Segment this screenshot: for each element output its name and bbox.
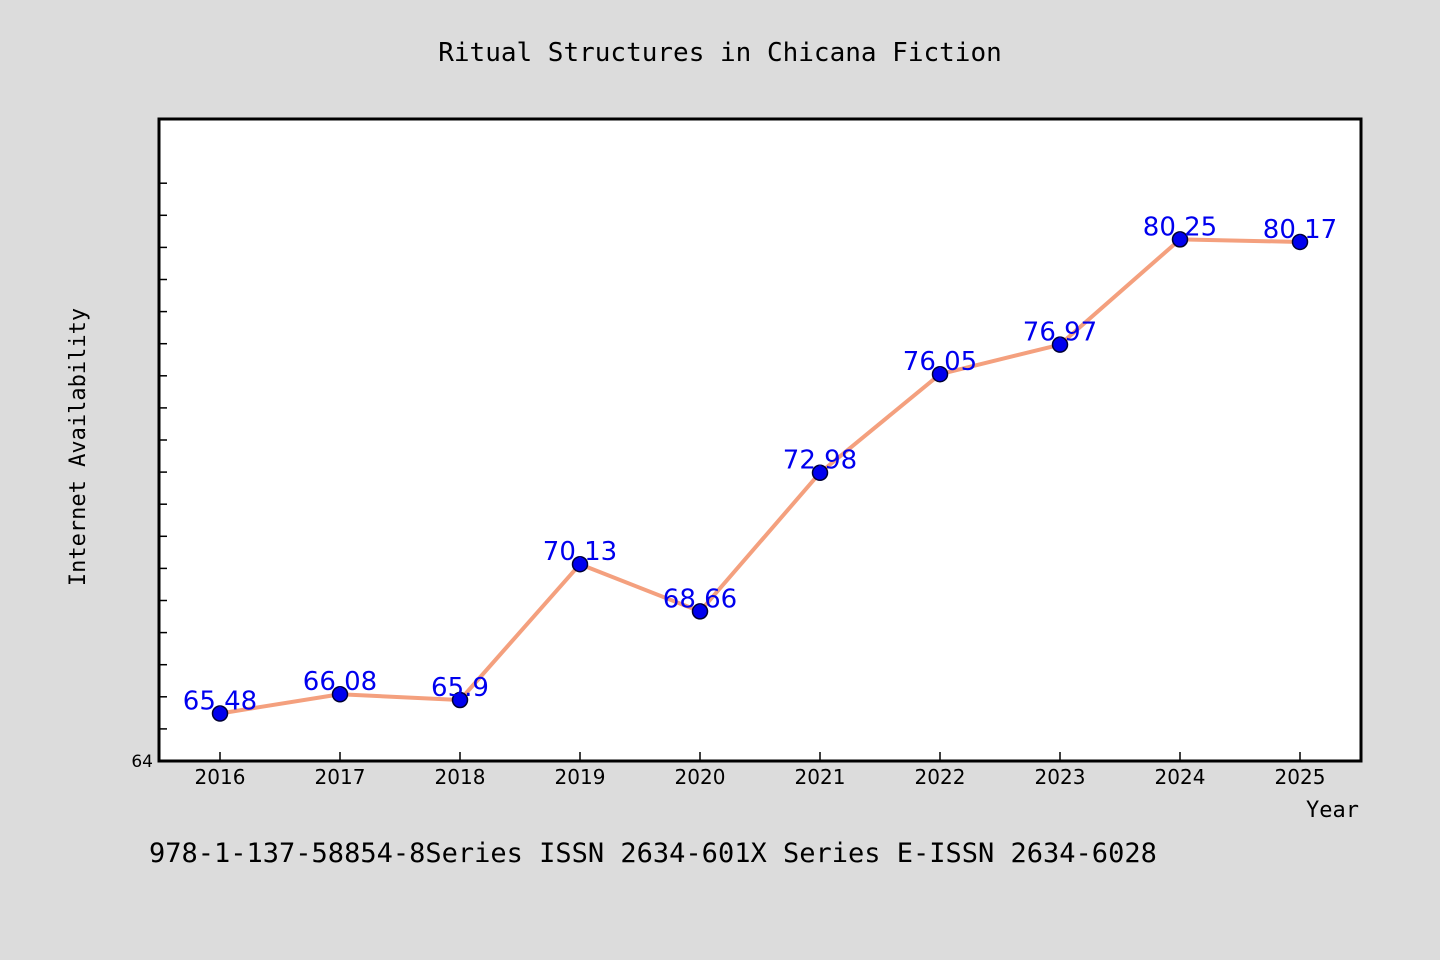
x-tick-label: 2024 — [1155, 765, 1206, 789]
series-line-group: 65.48 66.08 65.9 70.13 68.66 72.98 76.05 76.97 8… — [183, 212, 1337, 722]
x-axis-label: Year — [1306, 798, 1359, 823]
x-tick-label: 2018 — [435, 765, 486, 789]
x-tick-label: 2016 — [195, 765, 246, 789]
x-tick-label: 2025 — [1275, 765, 1326, 789]
data-label: 80.17 — [1263, 215, 1337, 245]
data-point — [1171, 231, 1189, 248]
footer-isbn-text: 978-1-137-58854-8Series ISSN 2634-601X S… — [149, 838, 1157, 869]
y-axis-ticks: 64 — [131, 182, 167, 772]
data-label: 68.66 — [663, 584, 737, 614]
data-point — [691, 603, 709, 620]
data-point — [811, 464, 829, 481]
data-point — [211, 705, 229, 722]
plot-area — [157, 117, 1363, 763]
x-tick-label: 2023 — [1035, 765, 1086, 789]
data-label: 65.48 — [183, 686, 257, 716]
data-label: 65.9 — [431, 673, 489, 703]
series-line — [219, 237, 1301, 716]
data-label: 80.25 — [1143, 212, 1217, 242]
chart-title: Ritual Structures in Chicana Fiction — [438, 38, 1002, 68]
x-tick-label: 2021 — [795, 765, 846, 789]
data-label: 70.13 — [543, 537, 617, 567]
y-axis-label: Internet Availability — [66, 308, 91, 586]
data-label: 66.08 — [303, 667, 377, 697]
data-point — [451, 691, 469, 709]
data-point — [931, 365, 949, 383]
data-point — [1291, 233, 1309, 251]
data-label: 72.98 — [783, 446, 857, 476]
x-axis-ticks: 2016 2017 2018 2019 2020 2021 2022 2023 2024 2025 — [195, 752, 1326, 789]
x-tick-label: 2020 — [675, 765, 726, 789]
x-tick-label: 2017 — [315, 765, 366, 789]
data-point — [1051, 336, 1069, 353]
data-label: 76.97 — [1023, 318, 1097, 348]
x-tick-label: 2019 — [555, 765, 606, 789]
x-tick-label: 2022 — [915, 765, 966, 789]
y-tick-label: 64 — [131, 752, 153, 772]
data-label: 76.05 — [903, 347, 977, 377]
data-point — [571, 555, 589, 573]
data-point — [331, 685, 349, 703]
